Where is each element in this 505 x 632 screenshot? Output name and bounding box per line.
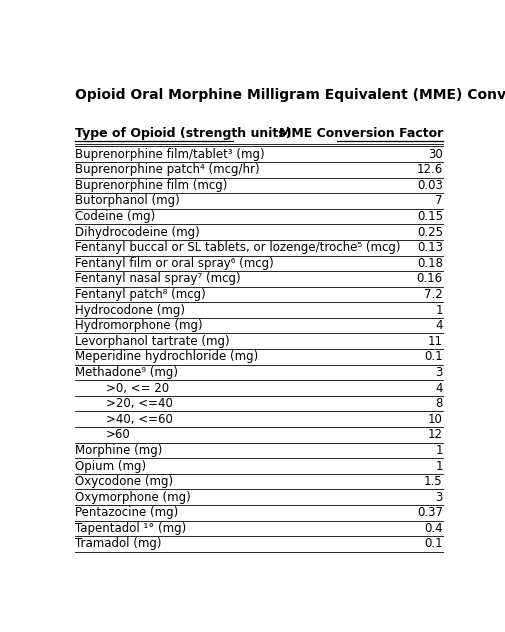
Text: Tapentadol ¹° (mg): Tapentadol ¹° (mg) bbox=[75, 522, 186, 535]
Text: 0.03: 0.03 bbox=[417, 179, 443, 192]
Text: 11: 11 bbox=[428, 335, 443, 348]
Text: Codeine (mg): Codeine (mg) bbox=[75, 210, 155, 223]
Text: 8: 8 bbox=[435, 397, 443, 410]
Text: Fentanyl nasal spray⁷ (mcg): Fentanyl nasal spray⁷ (mcg) bbox=[75, 272, 240, 286]
Text: Oxymorphone (mg): Oxymorphone (mg) bbox=[75, 490, 190, 504]
Text: Opioid Oral Morphine Milligram Equivalent (MME) Conversion Factors1,2: Opioid Oral Morphine Milligram Equivalen… bbox=[75, 88, 505, 102]
Text: Levorphanol tartrate (mg): Levorphanol tartrate (mg) bbox=[75, 335, 229, 348]
Text: 0.37: 0.37 bbox=[417, 506, 443, 520]
Text: >0, <= 20: >0, <= 20 bbox=[106, 382, 169, 394]
Text: 30: 30 bbox=[428, 148, 443, 161]
Text: Methadone⁹ (mg): Methadone⁹ (mg) bbox=[75, 366, 178, 379]
Text: Hydromorphone (mg): Hydromorphone (mg) bbox=[75, 319, 203, 332]
Text: MME Conversion Factor: MME Conversion Factor bbox=[279, 127, 443, 140]
Text: 1: 1 bbox=[435, 303, 443, 317]
Text: Pentazocine (mg): Pentazocine (mg) bbox=[75, 506, 178, 520]
Text: Fentanyl patch⁸ (mcg): Fentanyl patch⁸ (mcg) bbox=[75, 288, 206, 301]
Text: 0.15: 0.15 bbox=[417, 210, 443, 223]
Text: 4: 4 bbox=[435, 382, 443, 394]
Text: 3: 3 bbox=[435, 490, 443, 504]
Text: Morphine (mg): Morphine (mg) bbox=[75, 444, 162, 457]
Text: 0.18: 0.18 bbox=[417, 257, 443, 270]
Text: Buprenorphine film (mcg): Buprenorphine film (mcg) bbox=[75, 179, 227, 192]
Text: 7.2: 7.2 bbox=[424, 288, 443, 301]
Text: 7: 7 bbox=[435, 195, 443, 207]
Text: Buprenorphine patch⁴ (mcg/hr): Buprenorphine patch⁴ (mcg/hr) bbox=[75, 163, 260, 176]
Text: 0.13: 0.13 bbox=[417, 241, 443, 254]
Text: 12.6: 12.6 bbox=[417, 163, 443, 176]
Text: >40, <=60: >40, <=60 bbox=[106, 413, 173, 426]
Text: 12: 12 bbox=[428, 428, 443, 441]
Text: >60: >60 bbox=[106, 428, 131, 441]
Text: 1: 1 bbox=[435, 444, 443, 457]
Text: 1: 1 bbox=[435, 459, 443, 473]
Text: 4: 4 bbox=[435, 319, 443, 332]
Text: 10: 10 bbox=[428, 413, 443, 426]
Text: Meperidine hydrochloride (mg): Meperidine hydrochloride (mg) bbox=[75, 350, 258, 363]
Text: 0.4: 0.4 bbox=[424, 522, 443, 535]
Text: Butorphanol (mg): Butorphanol (mg) bbox=[75, 195, 180, 207]
Text: 0.25: 0.25 bbox=[417, 226, 443, 239]
Text: 0.1: 0.1 bbox=[424, 350, 443, 363]
Text: >20, <=40: >20, <=40 bbox=[106, 397, 173, 410]
Text: Type of Opioid (strength units): Type of Opioid (strength units) bbox=[75, 127, 291, 140]
Text: Tramadol (mg): Tramadol (mg) bbox=[75, 537, 162, 550]
Text: Fentanyl film or oral spray⁶ (mcg): Fentanyl film or oral spray⁶ (mcg) bbox=[75, 257, 274, 270]
Text: Oxycodone (mg): Oxycodone (mg) bbox=[75, 475, 173, 488]
Text: 1.5: 1.5 bbox=[424, 475, 443, 488]
Text: 0.16: 0.16 bbox=[417, 272, 443, 286]
Text: 3: 3 bbox=[435, 366, 443, 379]
Text: Fentanyl buccal or SL tablets, or lozenge/troche⁵ (mcg): Fentanyl buccal or SL tablets, or lozeng… bbox=[75, 241, 400, 254]
Text: 0.1: 0.1 bbox=[424, 537, 443, 550]
Text: Buprenorphine film/tablet³ (mg): Buprenorphine film/tablet³ (mg) bbox=[75, 148, 265, 161]
Text: Hydrocodone (mg): Hydrocodone (mg) bbox=[75, 303, 185, 317]
Text: Dihydrocodeine (mg): Dihydrocodeine (mg) bbox=[75, 226, 199, 239]
Text: Opium (mg): Opium (mg) bbox=[75, 459, 146, 473]
